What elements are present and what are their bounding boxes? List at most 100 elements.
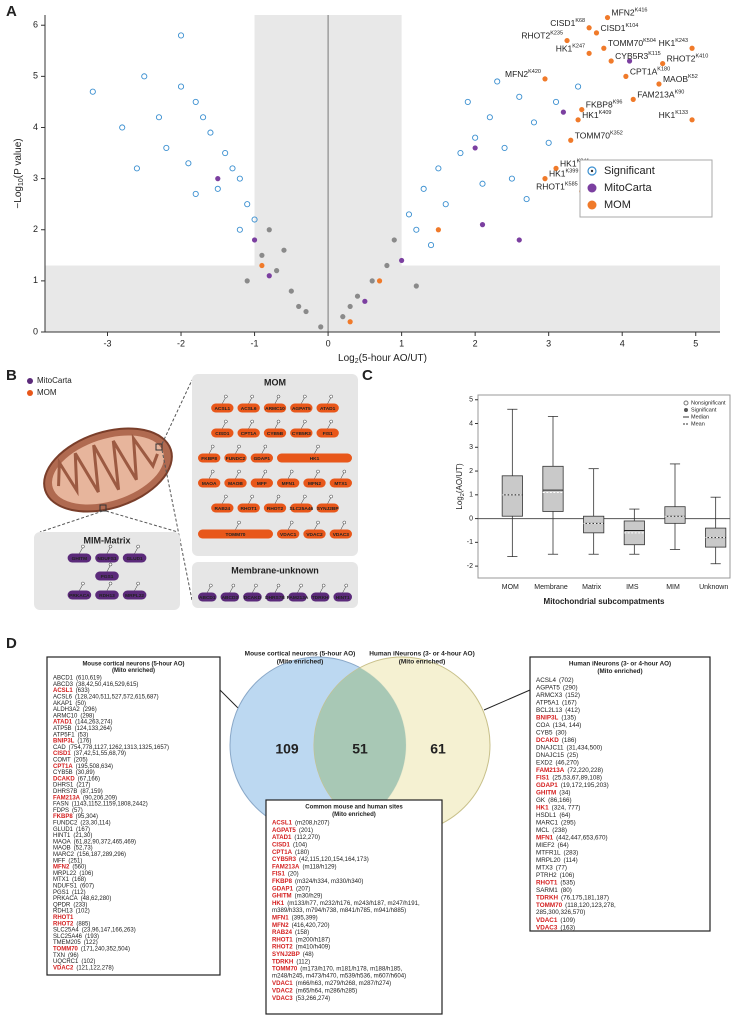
protein-pill (95, 571, 119, 581)
site-marker (276, 394, 281, 399)
point-label: FAM213AK90 (637, 90, 684, 100)
y-tick-label: 1 (469, 492, 473, 499)
gene-name: CPT1A (53, 763, 73, 769)
list-item: MFN1 (442,447,653,670) (536, 834, 608, 841)
point (288, 288, 294, 294)
site-list: (m410/h409) (296, 943, 331, 950)
gene-name: GK (536, 797, 546, 804)
site-marker (224, 419, 228, 424)
label-name: CPT1A (630, 67, 658, 77)
protein-name: CYB5R3 (292, 431, 311, 437)
gene-name: VDAC2 (53, 965, 74, 971)
gene-name: VDAC3 (536, 924, 558, 931)
list-item: ACSL6 (128,240,511,527,572,615,687) (53, 694, 159, 700)
site-list: (412) (565, 707, 580, 714)
protein-pill (333, 592, 352, 602)
site-stem (340, 472, 345, 479)
list-item: GLUD1 (167) (53, 826, 90, 832)
list-title: Mouse cortical neurons (5-hour AO) (82, 662, 184, 668)
site-list: (m208,h207) (295, 819, 330, 826)
list-item: VDAC1 (m66/h63, m279/h268, m287/h274) (272, 980, 391, 987)
point-label: HK1K133 (659, 110, 688, 120)
site-list: (m200/h187) (296, 936, 331, 943)
protein-name: CISD1 (215, 431, 229, 437)
list-item: ATAD1 (144,263,274) (53, 719, 113, 725)
point (479, 222, 486, 228)
gene-name: DNAJC11 (536, 744, 564, 751)
protein-name: DCAKD (244, 595, 262, 601)
protein-name: HINT1 (336, 595, 350, 601)
list-item: FAM213A (90,206,209) (53, 795, 117, 801)
list-item: FKBP8 (95,304) (53, 814, 98, 820)
legend-label: Nonsignificant (691, 400, 726, 406)
protein-pill (277, 478, 300, 488)
site-list: (112,270) (294, 834, 320, 841)
site-list: (395,399) (292, 914, 318, 921)
gene-name: FIS1 (272, 870, 285, 877)
gene-name: BNIP3L (53, 738, 75, 744)
protein-name: MFF (257, 481, 267, 487)
list-item: RHOT2 (m410/h409) (272, 943, 330, 950)
site-marker (316, 469, 320, 474)
site-marker (224, 494, 228, 499)
gene-name: CYB5 (536, 729, 553, 736)
gene-name: CPT1A (272, 848, 293, 855)
label-name: RHOT1 (536, 182, 565, 192)
label-name: RHOT2 (667, 54, 696, 64)
list-item: MRPL20 (114) (536, 857, 578, 864)
gene-name: CAD (53, 744, 66, 750)
point (516, 93, 523, 100)
gene-name: DNAJC15 (536, 752, 564, 759)
site-stem (319, 586, 324, 593)
point (177, 32, 185, 39)
gene-name: ALDH3A2 (53, 707, 80, 713)
point (689, 117, 695, 123)
site-marker (276, 419, 281, 424)
panel-letter: C (362, 367, 373, 384)
list-item: HSDL1 (64) (536, 812, 571, 819)
list-item: TOMM70 (118,120,123,278, (536, 902, 616, 909)
site-stem (274, 586, 279, 593)
site-list: (134, 144) (553, 722, 582, 729)
site-list: (102) (76, 908, 90, 914)
site-list: (53) (78, 732, 89, 738)
point (486, 114, 493, 121)
point (399, 257, 405, 264)
point (405, 211, 413, 218)
point (266, 227, 272, 233)
site-marker (299, 583, 303, 588)
site-marker (263, 444, 268, 449)
gene-name: NDUFS1 (53, 883, 78, 889)
gene-name: TOMM70 (536, 902, 563, 909)
list-item: MFN1 (395,399) (272, 914, 318, 921)
point (523, 196, 530, 203)
site-stem (235, 472, 239, 479)
venn-subtitle: (Mito enriched) (399, 659, 446, 666)
point (369, 278, 375, 284)
point (604, 14, 611, 21)
list-item: ACSL1 (m208,h207) (272, 819, 330, 826)
site-list: (167) (76, 826, 90, 832)
label-superscript: K243 (675, 39, 688, 45)
list-box (529, 656, 711, 932)
label-name: HK1 (659, 38, 676, 48)
y-tick-label: 3 (33, 173, 38, 183)
list-item: MARC2 (156,187,289,296) (53, 852, 126, 858)
point (552, 98, 560, 105)
list-item: EXD2 (46,270) (536, 759, 579, 766)
point (689, 45, 695, 51)
list-item: MTX3 (77) (536, 864, 567, 871)
gene-name: FKBP8 (272, 878, 293, 885)
site-stem (248, 397, 252, 404)
label-name: CYB5R3 (615, 51, 648, 61)
site-stem (287, 472, 292, 479)
gene-name: VDAC2 (272, 987, 293, 994)
protein-pill (329, 529, 352, 539)
point (568, 137, 574, 143)
x-axis-label: Mitochondrial subcompatments (544, 597, 665, 606)
site-marker (329, 494, 333, 499)
gene-name: MTX1 (53, 877, 70, 883)
label-superscript: K96 (613, 100, 623, 106)
site-list: (23,30,114) (80, 820, 110, 826)
